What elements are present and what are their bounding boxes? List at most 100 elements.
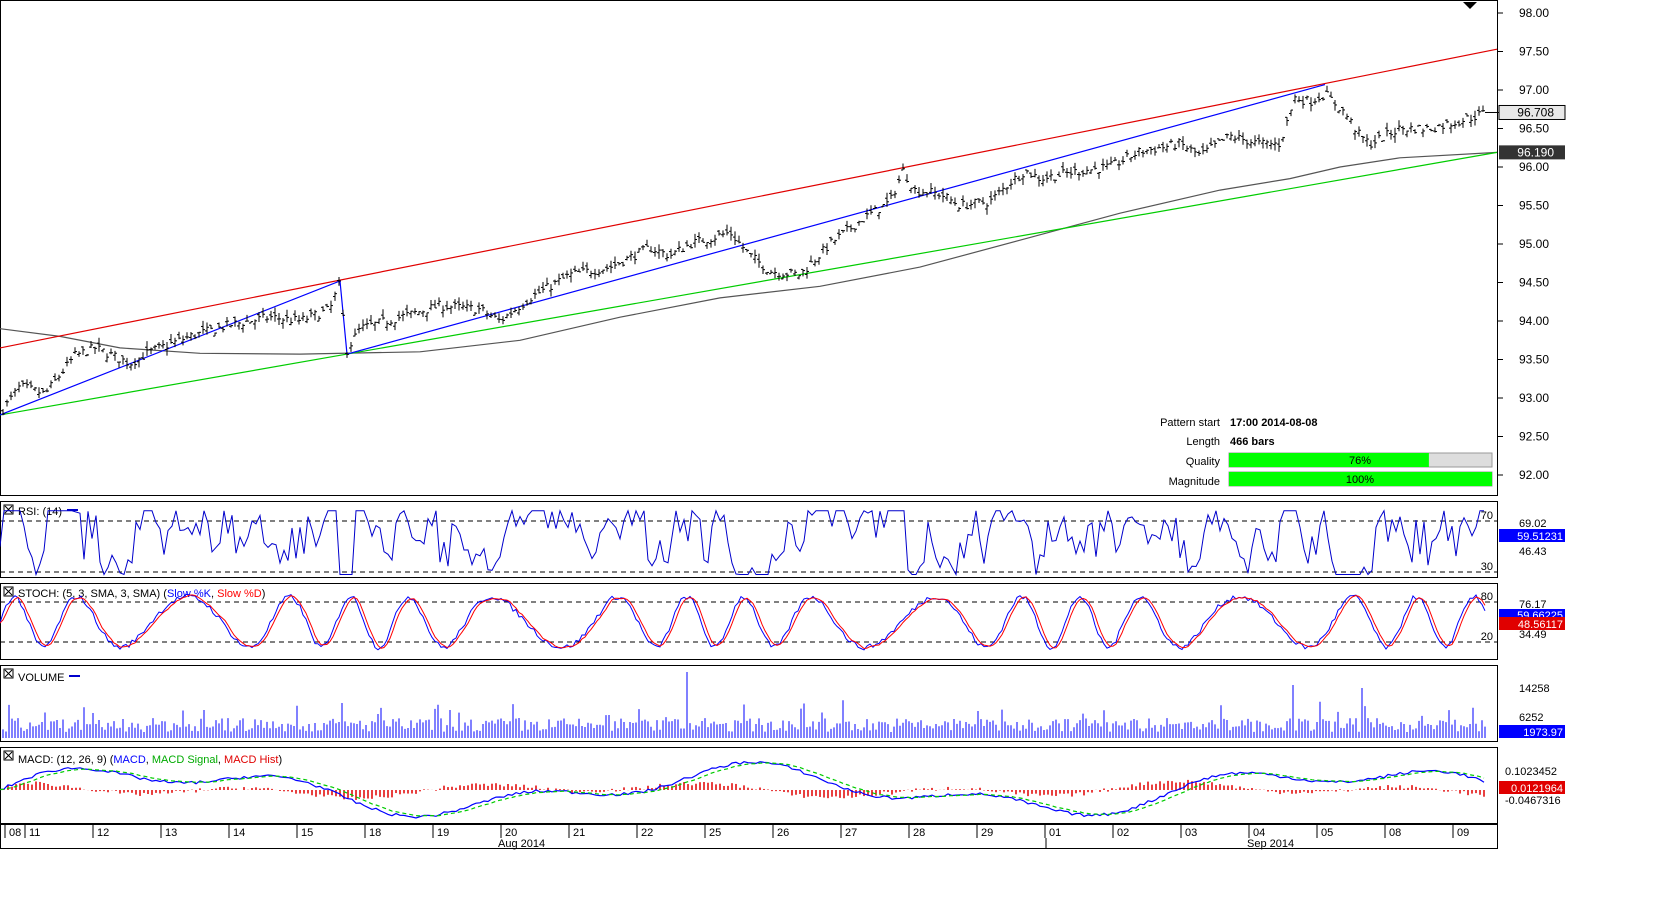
stoch-d-tag <box>1499 617 1565 630</box>
volume-series <box>2 672 1486 738</box>
volume-current-tag <box>1499 725 1565 738</box>
macd-signal-legend: MACD Signal <box>152 754 218 766</box>
ma-price-tag <box>1499 145 1565 160</box>
time-axis: 08 11 12 13 14 15 18 19 20 21 22 25 26 27 28 29 01 02 03 04… <box>4 825 1469 850</box>
price-tick-label: 93.50 <box>1519 353 1549 367</box>
volume-axis-label-2: 6252 <box>1519 712 1543 724</box>
rsi-lower-label: 30 <box>1481 561 1493 573</box>
stoch-close-cross <box>4 587 13 596</box>
stoch-close-paren: ) <box>262 588 266 600</box>
stoch-axis-label-1: 76.17 <box>1519 599 1547 611</box>
stoch-title: STOCH: (5, 3, SMA, 3, SMA) (Slow %K, Slo… <box>18 588 265 600</box>
macd-line <box>0 761 1485 819</box>
time-tick-label: 09 <box>1457 827 1469 839</box>
pattern-start-label: Pattern start <box>1160 417 1220 429</box>
support-line <box>0 151 1498 416</box>
price-tick-label: 93.00 <box>1519 391 1549 405</box>
price-tick-label: 96.00 <box>1519 160 1549 174</box>
magnitude-value: 100% <box>1346 474 1374 486</box>
macd-hist-legend: MACD Hist <box>224 754 278 766</box>
quality-label: Quality <box>1186 456 1221 468</box>
price-tick-label: 94.50 <box>1519 276 1549 290</box>
price-tick-label: 98.00 <box>1519 6 1549 20</box>
rsi-current-tag <box>1499 529 1565 542</box>
stoch-upper-label: 80 <box>1481 591 1493 603</box>
macd-axis-label-1: 0.1023452 <box>1505 766 1557 778</box>
time-tick-label: 08 <box>1389 827 1401 839</box>
macd-current-tag <box>1499 781 1565 794</box>
stoch-d-line <box>0 594 1486 650</box>
macd-title-prefix: MACD: (12, 26, 9) <box>18 754 107 766</box>
time-tick-label: 19 <box>437 827 449 839</box>
price-panel-frame <box>0 0 1498 496</box>
rsi-panel: RSI: (14) 70 30 69.02 46.43 59.51231 <box>0 504 1565 577</box>
price-tick-label: 97.00 <box>1519 83 1549 97</box>
length-label: Length <box>1186 436 1220 448</box>
time-tick-label: 21 <box>573 827 585 839</box>
time-tick-label: 04 <box>1253 827 1265 839</box>
pattern-start-value: 17:00 2014-08-08 <box>1230 417 1317 429</box>
stoch-series <box>0 593 1486 651</box>
time-tick-label: 12 <box>97 827 109 839</box>
last-price-tag <box>1498 104 1566 120</box>
price-axis: 98.00 97.50 97.00 96.50 96.00 95.50 95.00 94.50… <box>1497 6 1549 482</box>
price-tick-label: 96.50 <box>1519 122 1549 136</box>
macd-close-cross <box>4 751 13 760</box>
time-tick-label: 15 <box>301 827 313 839</box>
macd-sep-1: , <box>146 754 152 766</box>
time-tick-label: 28 <box>913 827 925 839</box>
price-tick-label: 92.50 <box>1519 430 1549 444</box>
volume-axis-label-1: 14258 <box>1519 683 1550 695</box>
volume-title: VOLUME <box>18 672 64 684</box>
last-price-value: 96.708 <box>1517 105 1554 119</box>
pattern-info: Pattern start 17:00 2014-08-08 Length 46… <box>1160 417 1493 488</box>
price-tick-label: 97.50 <box>1519 45 1549 59</box>
rsi-panel-frame <box>0 501 1498 578</box>
stoch-panel: STOCH: (5, 3, SMA, 3, SMA) (Slow %K, Slo… <box>0 586 1565 651</box>
volume-close-cross <box>4 669 13 678</box>
price-tags: 96.708 96.190 <box>1485 104 1566 160</box>
rsi-axis-label-2: 46.43 <box>1519 546 1547 558</box>
time-tick-label: 08 <box>9 827 21 839</box>
magnitude-bar-fill <box>1229 472 1492 486</box>
trend-lines <box>0 48 1498 416</box>
macd-current-value: 0.0121964 <box>1511 783 1563 795</box>
time-tick-label: 20 <box>505 827 517 839</box>
price-tick-label: 95.50 <box>1519 199 1549 213</box>
pattern-line <box>0 84 1326 416</box>
volume-panel: VOLUME 14258 6252 1973.97 <box>2 668 1565 739</box>
time-tick-label: 29 <box>981 827 993 839</box>
rsi-current-value: 59.51231 <box>1517 531 1563 543</box>
moving-average <box>0 151 1498 355</box>
price-bars <box>1 85 1485 416</box>
rsi-upper-label: 70 <box>1481 510 1493 522</box>
stoch-title-prefix: STOCH: (5, 3, SMA, 3, SMA) <box>18 588 160 600</box>
macd-legend: MACD <box>113 754 145 766</box>
quality-value: 76% <box>1349 455 1371 467</box>
magnitude-label: Magnitude <box>1169 476 1220 488</box>
stoch-open-paren: ( <box>163 588 167 600</box>
volume-panel-frame <box>0 665 1498 742</box>
time-tick-label: 05 <box>1321 827 1333 839</box>
time-tick-label: 26 <box>777 827 789 839</box>
rsi-close-cross <box>4 505 13 514</box>
stoch-lower-label: 20 <box>1481 631 1493 643</box>
macd-series <box>0 761 1485 819</box>
scroll-marker-icon[interactable] <box>1463 2 1477 9</box>
time-tick-label: 27 <box>845 827 857 839</box>
ma-price-value: 96.190 <box>1517 145 1554 159</box>
macd-open-paren: ( <box>110 754 114 766</box>
time-tick-label: 18 <box>369 827 381 839</box>
time-tick-label: 03 <box>1185 827 1197 839</box>
price-tick-label: 95.00 <box>1519 237 1549 251</box>
macd-title: MACD: (12, 26, 9) (MACD, MACD Signal, MA… <box>18 754 282 766</box>
price-tick-label: 92.00 <box>1519 468 1549 482</box>
macd-axis-label-2: -0.0467316 <box>1505 795 1561 807</box>
stoch-k-legend: Slow %K <box>167 588 212 600</box>
price-tick-label: 94.00 <box>1519 314 1549 328</box>
stoch-axis-label-2: 34.49 <box>1519 629 1547 641</box>
length-value: 466 bars <box>1230 436 1275 448</box>
month-label-sep: Sep 2014 <box>1247 838 1294 850</box>
